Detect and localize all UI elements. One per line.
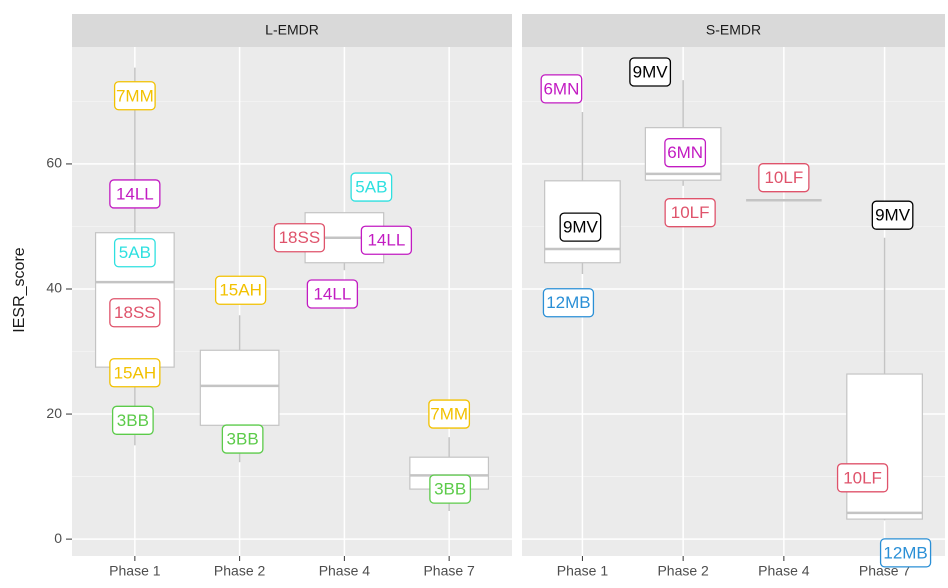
point-label-box (214, 275, 267, 305)
point-label: 9MV (563, 218, 599, 237)
point-label: 12MB (546, 293, 590, 312)
point-label: 3BB (434, 480, 466, 499)
point-label: 18SS (279, 228, 321, 247)
point-label: 10LF (843, 468, 882, 487)
x-tick-label: Phase 2 (657, 563, 709, 579)
x-tick-label: Phase 1 (109, 563, 161, 579)
strip-title: S-EMDR (706, 22, 761, 38)
point-label: 6MN (543, 79, 579, 98)
point-label: 10LF (764, 168, 803, 187)
point-label: 14LL (116, 184, 154, 203)
point-label: 12MB (883, 543, 927, 562)
x-tick-label: Phase 1 (557, 563, 609, 579)
y-tick-label: 20 (46, 405, 62, 421)
point-label: 7MM (116, 86, 154, 105)
point-label-box (429, 474, 472, 504)
strip-title: L-EMDR (265, 22, 319, 38)
y-tick-label: 40 (46, 280, 62, 296)
y-tick-label: 60 (46, 155, 62, 171)
point-label: 14LL (367, 231, 405, 250)
point-label-box (273, 223, 326, 253)
point-label-box (664, 138, 707, 168)
point-label-box (540, 74, 583, 104)
strip (72, 14, 512, 47)
point-label-box (109, 179, 161, 209)
point-label: 5AB (119, 243, 151, 262)
point-label-box (664, 198, 716, 228)
strip (522, 14, 945, 47)
point-label: 9MV (875, 206, 911, 225)
point-label-box (306, 279, 359, 309)
point-label-box (221, 424, 264, 454)
point-label: 6MN (667, 143, 703, 162)
point-label-box (758, 163, 810, 193)
point-label: 3BB (117, 411, 149, 430)
point-label-box (871, 200, 914, 230)
point-label: 15AH (219, 281, 262, 300)
point-label-box (113, 238, 156, 268)
point-label-box (879, 538, 932, 568)
point-label: 7MM (430, 405, 468, 424)
point-label-box (350, 172, 393, 202)
point-label-box (109, 358, 161, 388)
y-axis-title: IESR_score (11, 247, 28, 332)
point-label: 14LL (313, 284, 351, 303)
point-label-box (109, 298, 161, 328)
box (846, 373, 923, 520)
point-label: 18SS (114, 303, 156, 322)
point-label-box (113, 81, 156, 111)
x-tick-label: Phase 7 (423, 563, 475, 579)
point-label-box (428, 399, 471, 429)
x-tick-label: Phase 4 (319, 563, 371, 579)
point-label: 3BB (227, 430, 259, 449)
box (199, 349, 280, 426)
point-label-box (629, 57, 672, 87)
point-label-box (836, 463, 889, 493)
point-label: 9MV (633, 62, 669, 81)
point-label-box (559, 212, 602, 242)
point-label-box (542, 288, 595, 318)
y-tick-label: 0 (54, 530, 62, 546)
point-label-box (111, 405, 154, 435)
x-tick-label: Phase 2 (214, 563, 266, 579)
x-tick-label: Phase 4 (758, 563, 810, 579)
point-label: 15AH (114, 363, 157, 382)
point-label-box (360, 225, 413, 255)
point-label: 10LF (671, 203, 710, 222)
point-label: 5AB (355, 178, 387, 197)
